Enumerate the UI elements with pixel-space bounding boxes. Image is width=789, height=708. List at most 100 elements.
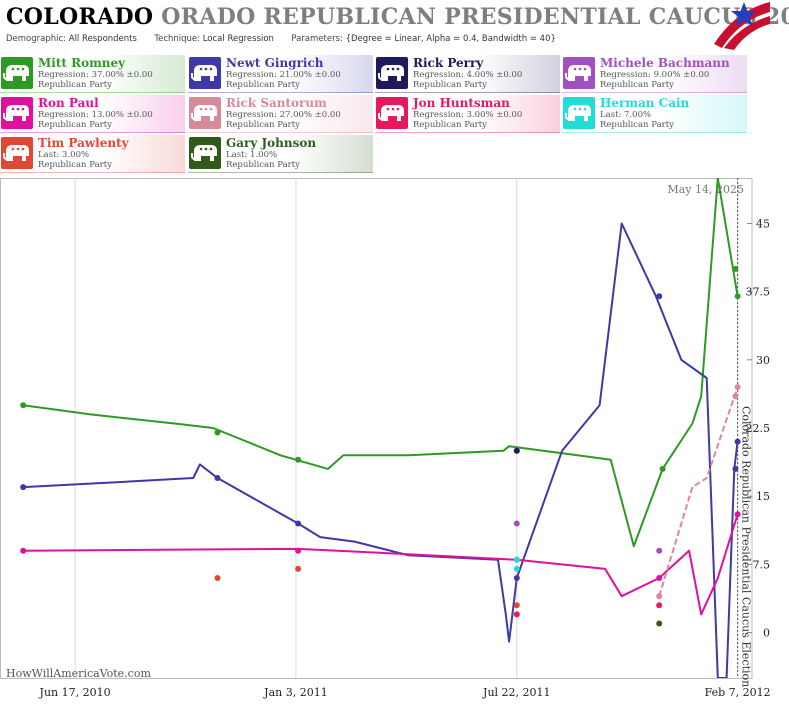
data-point-newt-gingrich — [20, 484, 27, 491]
legend-name: Ron Paul — [38, 96, 99, 110]
flag-star-icon — [710, 0, 772, 50]
legend-party: Republican Party — [226, 120, 300, 130]
legend-item-ron-paul: Ron Paul Regression: 13.00% ±0.00 Republic… — [0, 95, 185, 133]
data-point-gary-johnson — [656, 620, 663, 627]
data-point-newt-gingrich — [513, 575, 520, 581]
elephant-icon — [1, 57, 33, 89]
data-point-herman-cain — [513, 556, 520, 563]
x-tick-label: Jun 17, 2010 — [39, 686, 111, 699]
elephant-icon — [189, 57, 221, 89]
legend-stat: Regression: 37.00% ±0.00 — [38, 70, 153, 80]
series-line-rick-santorum — [658, 386, 739, 597]
technique-value: Local Regression — [202, 34, 274, 44]
data-point-rick-santorum — [734, 384, 741, 391]
data-point-tim-pawlenty — [295, 565, 302, 572]
elephant-icon — [563, 97, 595, 129]
technique-label: Technique: — [154, 34, 201, 44]
legend-item-jon-huntsman: Jon Huntsman Regression: 3.00% ±0.00 Repub… — [375, 95, 560, 133]
elephant-icon — [189, 97, 221, 129]
data-point-ron-paul — [734, 511, 741, 518]
data-point-tim-pawlenty — [214, 575, 221, 581]
data-point-newt-gingrich — [656, 293, 663, 300]
legend-name: Rick Santorum — [226, 96, 327, 110]
y-tick-label: 22.5 — [746, 422, 771, 435]
legend-name: Newt Gingrich — [226, 56, 324, 70]
data-point-michele-bachmann — [656, 547, 663, 554]
data-point-mitt-romney — [732, 265, 739, 272]
elephant-icon — [563, 57, 595, 89]
legend-item-mitt-romney: Mitt Romney Regression: 37.00% ±0.00 Repub… — [0, 55, 185, 93]
data-point-newt-gingrich — [732, 465, 739, 472]
legend-party: Republican Party — [226, 160, 300, 170]
y-tick-label: 0 — [763, 627, 770, 640]
legend-party: Republican Party — [38, 80, 112, 90]
demographic-value: All Respondents — [68, 34, 137, 44]
data-point-mitt-romney — [20, 402, 27, 409]
data-point-mitt-romney — [214, 429, 221, 436]
y-tick-label: 45 — [756, 217, 770, 230]
y-tick-label: 7.5 — [753, 558, 771, 571]
legend-stat: Last: 7.00% — [600, 110, 652, 120]
elephant-icon — [376, 57, 408, 89]
x-tick-label: Jan 3, 2011 — [263, 686, 328, 699]
header: COLORADO ORADO REPUBLICAN PRESIDENTIAL C… — [0, 0, 789, 50]
legend-name: Tim Pawlenty — [38, 136, 129, 150]
legend-stat: Regression: 21.00% ±0.00 — [226, 70, 341, 80]
legend-party: Republican Party — [413, 80, 487, 90]
legend-name: Jon Huntsman — [413, 96, 510, 110]
legend-name: Herman Cain — [600, 96, 690, 110]
y-tick-label: 15 — [756, 490, 770, 503]
legend-party: Republican Party — [226, 80, 300, 90]
legend-item-herman-cain: Herman Cain Last: 7.00% Republican Party — [562, 95, 747, 133]
elephant-icon — [376, 97, 408, 129]
date-stamp: May 14, 2025 — [667, 183, 744, 196]
legend-stat: Regression: 27.00% ±0.00 — [226, 110, 341, 120]
title-grey: ORADO REPUBLICAN PRESIDENTIAL CAUCUS 201… — [161, 4, 789, 30]
legend-party: Republican Party — [600, 120, 674, 130]
data-point-rick-santorum — [732, 393, 739, 400]
legend-name: Rick Perry — [413, 56, 484, 70]
data-point-rick-santorum — [656, 593, 663, 600]
legend-stat: Regression: 9.00% ±0.00 — [600, 70, 710, 80]
page-title: COLORADO ORADO REPUBLICAN PRESIDENTIAL C… — [6, 4, 789, 30]
legend-name: Michele Bachmann — [600, 56, 730, 70]
legend-party: Republican Party — [38, 160, 112, 170]
data-point-newt-gingrich — [295, 520, 302, 527]
parameters-line: Demographic: All Respondents Technique: … — [6, 34, 556, 44]
parameters-label: Parameters: — [291, 34, 343, 44]
data-point-michele-bachmann — [513, 520, 520, 527]
demographic-label: Demographic: — [6, 34, 67, 44]
data-point-rick-perry — [513, 447, 520, 454]
data-point-ron-paul — [656, 575, 663, 581]
legend-stat: Last: 3.00% — [38, 150, 90, 160]
legend-item-rick-perry: Rick Perry Regression: 4.00% ±0.00 Republi… — [375, 55, 560, 93]
legend-name: Mitt Romney — [38, 56, 126, 70]
elephant-icon — [189, 137, 221, 169]
series-line-mitt-romney — [23, 178, 739, 548]
elephant-icon — [1, 97, 33, 129]
series-line-ron-paul — [23, 514, 739, 616]
legend-name: Gary Johnson — [226, 136, 317, 150]
title-bold: COLORADO — [6, 4, 154, 30]
legend-stat: Regression: 4.00% ±0.00 — [413, 70, 523, 80]
event-label: Colorado Republican Presidential Caucus … — [740, 406, 753, 687]
legend-item-newt-gingrich: Newt Gingrich Regression: 21.00% ±0.00 Rep… — [188, 55, 373, 93]
data-point-newt-gingrich — [214, 475, 221, 481]
series-line-newt-gingrich — [23, 222, 739, 678]
parameters-value: {Degree = Linear, Alpha = 0.4, Bandwidth… — [345, 34, 556, 44]
legend-stat: Last: 1.00% — [226, 150, 278, 160]
data-point-jon-huntsman — [513, 611, 520, 618]
poll-chart: Jun 17, 2010 Jan 3, 2011 Jul 22, 2011 Feb 7… — [0, 178, 789, 704]
data-point-tim-pawlenty — [513, 602, 520, 609]
data-point-ron-paul — [295, 547, 302, 554]
legend-party: Republican Party — [38, 120, 112, 130]
legend-stat: Regression: 13.00% ±0.00 — [38, 110, 153, 120]
elephant-icon — [1, 137, 33, 169]
legend-party: Republican Party — [413, 120, 487, 130]
y-tick-label: 37.5 — [746, 286, 771, 299]
data-point-jon-huntsman — [656, 602, 663, 609]
data-point-mitt-romney — [734, 293, 741, 300]
legend-item-michele-bachmann: Michele Bachmann Regression: 9.00% ±0.00 R… — [562, 55, 747, 93]
watermark: HowWillAmericaVote.com — [6, 667, 151, 680]
data-point-newt-gingrich — [734, 438, 741, 445]
